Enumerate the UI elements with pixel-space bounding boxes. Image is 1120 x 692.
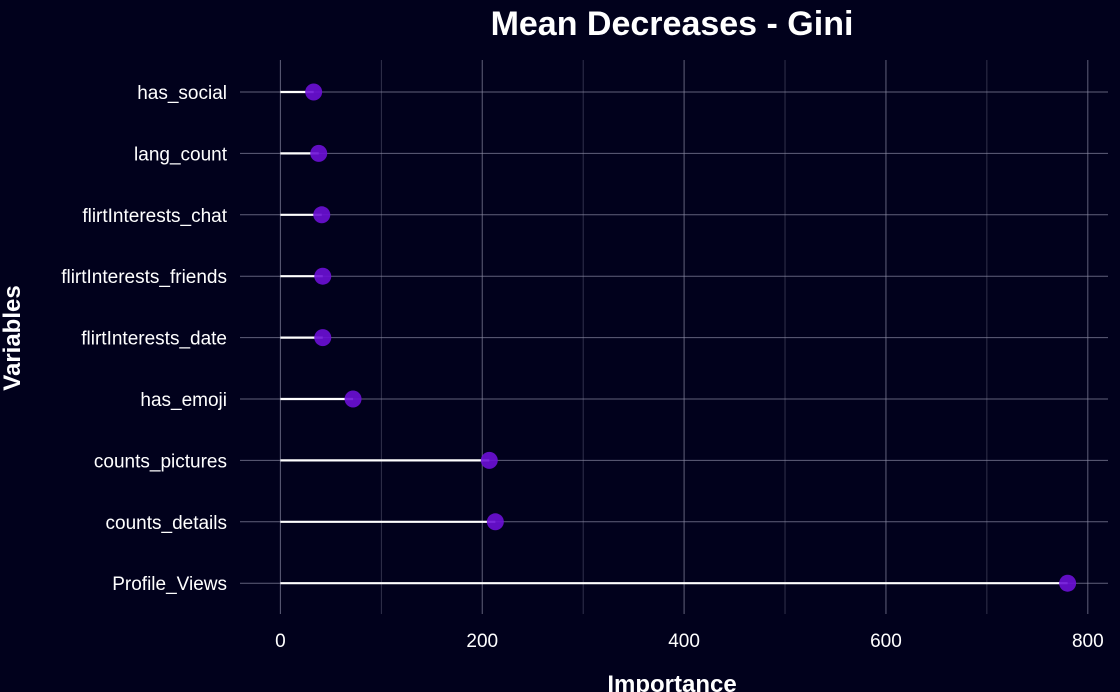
lollipop-point: [310, 144, 328, 162]
lollipop-point: [314, 267, 332, 285]
lollipop-point: [1059, 574, 1077, 592]
y-axis-title: Variables: [0, 285, 26, 390]
chart-marks: [280, 83, 1077, 592]
y-tick-label: has_emoji: [140, 390, 227, 411]
y-tick-label: Profile_Views: [112, 574, 227, 595]
y-tick-label: flirtInterests_date: [81, 329, 227, 350]
lollipop-point: [480, 451, 498, 469]
lollipop-point: [313, 206, 331, 224]
lollipop-point: [305, 83, 323, 101]
y-tick-label: counts_pictures: [94, 451, 227, 472]
y-tick-label: counts_details: [106, 513, 227, 534]
axis-labels: has_social lang_count flirtInterests_chatf…: [61, 83, 1103, 652]
y-tick-label: flirtInterests_friends: [61, 267, 227, 288]
lollipop-point: [344, 390, 362, 408]
x-tick-label: 200: [466, 631, 498, 652]
y-tick-label: lang_count: [134, 144, 228, 165]
x-tick-label: 800: [1072, 631, 1104, 652]
y-tick-label: has_social: [137, 83, 227, 104]
lollipop-point: [314, 329, 332, 347]
lollipop-point: [486, 513, 504, 531]
x-tick-label: 0: [275, 631, 286, 652]
x-axis-title: Importance: [607, 671, 736, 692]
chart-title: Mean Decreases - Gini: [491, 5, 854, 43]
y-tick-label: flirtInterests_chat: [82, 206, 227, 227]
x-tick-label: 600: [870, 631, 902, 652]
x-tick-label: 400: [668, 631, 700, 652]
grid-lines: [240, 60, 1108, 614]
